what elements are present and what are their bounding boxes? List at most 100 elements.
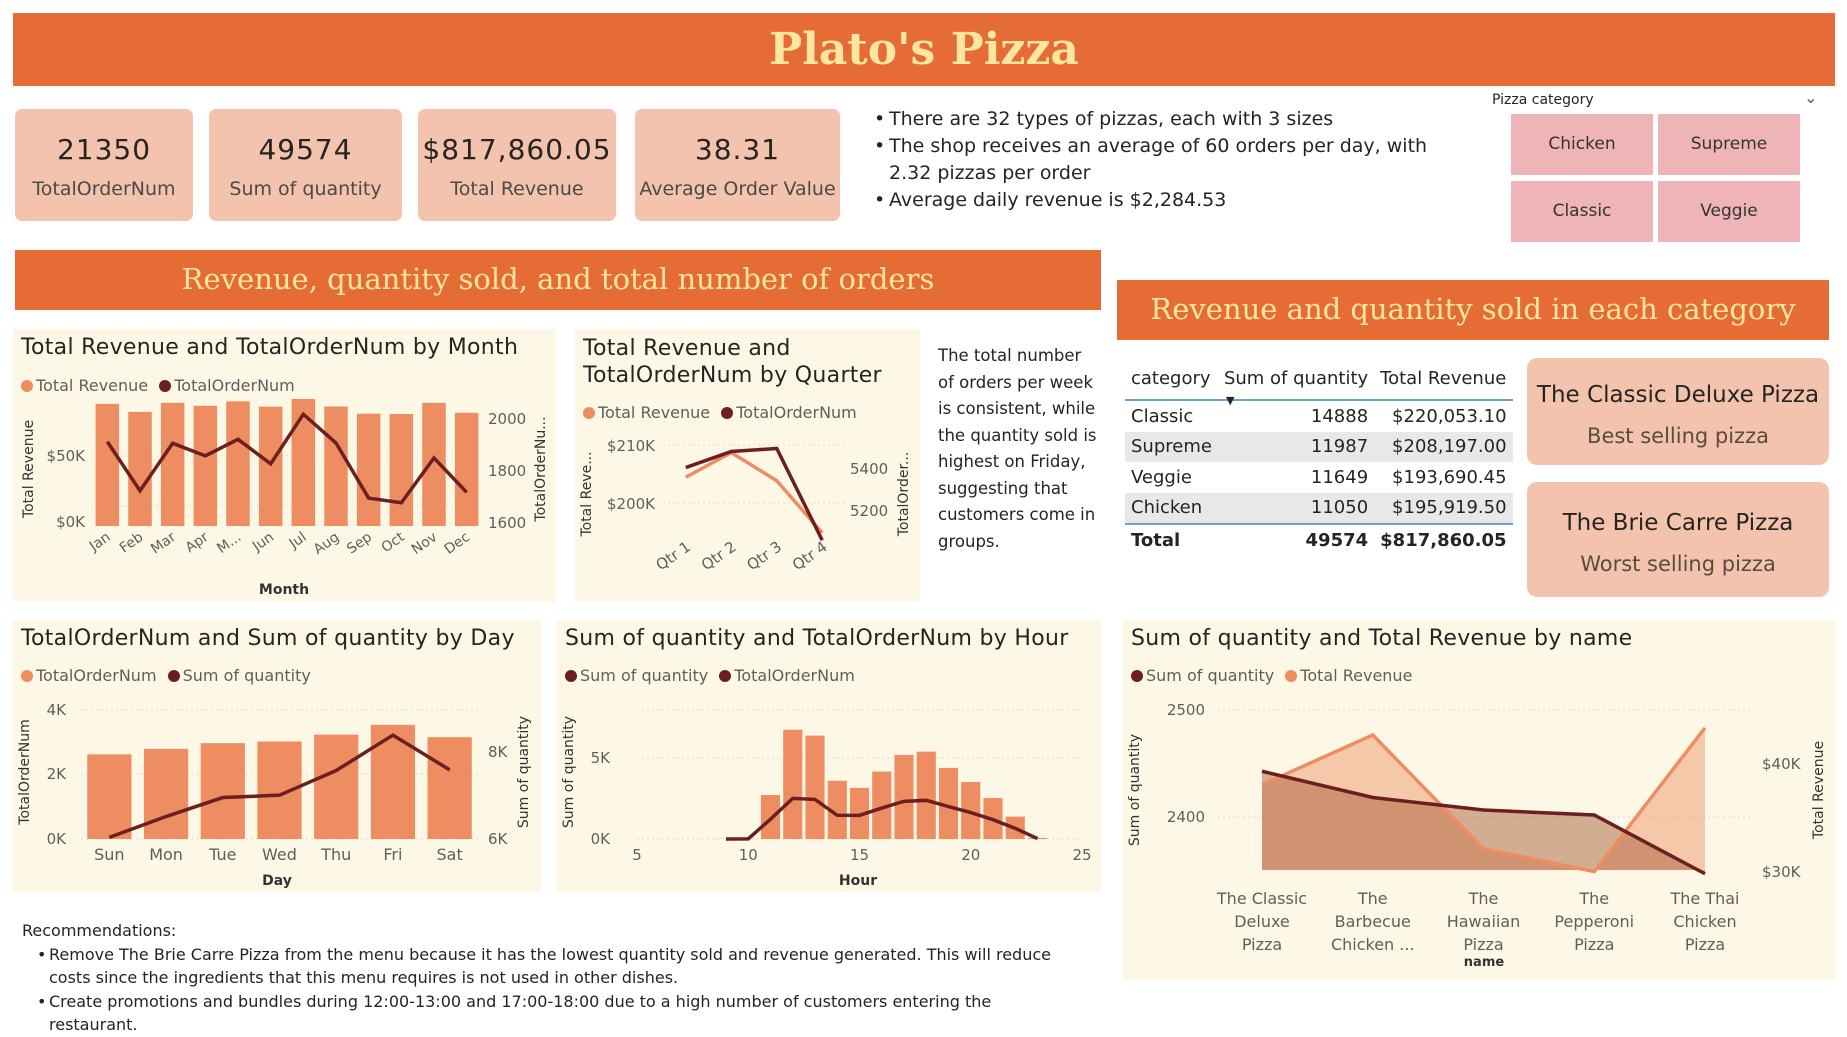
bar bbox=[324, 406, 348, 526]
table-header-label: Sum of quantity bbox=[1224, 368, 1368, 389]
kpi-value: 38.31 bbox=[635, 133, 840, 166]
table-cell: Classic bbox=[1125, 400, 1218, 432]
tick-label: M... bbox=[214, 529, 244, 557]
table-cell: 49574 bbox=[1218, 524, 1374, 556]
insight-item: There are 32 types of pizzas, each with … bbox=[872, 106, 1452, 133]
best-pizza-name: The Classic Deluxe Pizza bbox=[1527, 382, 1829, 408]
axis-label-x: Hour bbox=[839, 873, 877, 889]
bar bbox=[87, 754, 131, 839]
tick-label: Sun bbox=[94, 845, 124, 864]
tick-label: $50K bbox=[47, 447, 87, 465]
sort-desc-icon[interactable]: ▼ bbox=[1226, 394, 1234, 407]
kpi-card-aov[interactable]: 38.31 Average Order Value bbox=[635, 109, 840, 221]
table-cell: Total bbox=[1125, 524, 1218, 556]
kpi-value: $817,860.05 bbox=[418, 133, 616, 166]
section-header-right: Revenue and quantity sold in each catego… bbox=[1117, 280, 1829, 340]
bar bbox=[455, 413, 479, 526]
kpi-label: Total Revenue bbox=[418, 178, 616, 200]
recommendations: Recommendations: Remove The Brie Carre P… bbox=[22, 919, 1082, 1037]
tick-label: Qtr 2 bbox=[698, 538, 740, 575]
kpi-card-total-orders[interactable]: 21350 TotalOrderNum bbox=[15, 109, 193, 221]
weekly-note: The total number of orders per week is c… bbox=[938, 343, 1098, 555]
bar bbox=[259, 407, 283, 526]
month-chart-panel[interactable]: Total Revenue and TotalOrderNum by Month… bbox=[13, 329, 556, 602]
tick-label: Qtr 1 bbox=[652, 538, 694, 575]
tick-label: Qtr 3 bbox=[743, 538, 785, 575]
tick-label: 0K bbox=[591, 830, 612, 848]
tick-label: 2000 bbox=[488, 410, 526, 428]
tick-label: $210K bbox=[607, 437, 656, 455]
day-chart-panel[interactable]: TotalOrderNum and Sum of quantity by Day… bbox=[13, 620, 541, 892]
tick-label: Jan bbox=[86, 529, 114, 555]
table-cell: Chicken bbox=[1125, 493, 1218, 525]
axis-label-left: Sum of quantity bbox=[561, 716, 577, 828]
recommendation-item: Create promotions and bundles during 12:… bbox=[37, 990, 1082, 1037]
slicer-title: Pizza category bbox=[1492, 92, 1594, 108]
slicer-tile-supreme[interactable]: Supreme bbox=[1658, 114, 1800, 175]
slicer-tile-chicken[interactable]: Chicken bbox=[1511, 114, 1653, 175]
tick-label: Fri bbox=[383, 845, 402, 864]
slicer-tile-veggie[interactable]: Veggie bbox=[1658, 181, 1800, 242]
table-cell: $817,860.05 bbox=[1374, 524, 1512, 556]
bar bbox=[226, 401, 250, 526]
bar bbox=[917, 752, 936, 839]
axis-label-right: Sum of quantity bbox=[516, 716, 532, 828]
name-chart: Sum of quantity Total Revenue 2500 2400 … bbox=[1123, 620, 1835, 980]
recommendation-item: Remove The Brie Carre Pizza from the men… bbox=[37, 943, 1082, 990]
tick-label: 5K bbox=[591, 749, 612, 767]
bar bbox=[128, 412, 152, 526]
tick-label: Mar bbox=[148, 529, 179, 557]
kpi-card-revenue[interactable]: $817,860.05 Total Revenue bbox=[418, 109, 616, 221]
month-chart: Total Revenue TotalOrderNu... $50K $0K 2… bbox=[13, 329, 556, 602]
name-chart-panel[interactable]: Sum of quantity and Total Revenue by nam… bbox=[1123, 620, 1835, 980]
kpi-label: Average Order Value bbox=[635, 178, 840, 200]
bar bbox=[314, 735, 358, 839]
day-chart: TotalOrderNum Sum of quantity 4K 2K 0K 8… bbox=[13, 620, 541, 892]
worst-selling-card[interactable]: The Brie Carre Pizza Worst selling pizza bbox=[1527, 482, 1829, 597]
tick-label: 5 bbox=[632, 846, 642, 864]
best-pizza-label: Best selling pizza bbox=[1527, 424, 1829, 448]
slicer-tile-classic[interactable]: Classic bbox=[1511, 181, 1653, 242]
bar bbox=[194, 406, 218, 526]
table-cell: 11987 bbox=[1218, 432, 1374, 463]
tick-label: Sep bbox=[344, 529, 375, 557]
best-selling-card[interactable]: The Classic Deluxe Pizza Best selling pi… bbox=[1527, 358, 1829, 465]
kpi-label: Sum of quantity bbox=[209, 178, 402, 200]
tick-label: Aug bbox=[311, 529, 343, 558]
section-header-left: Revenue, quantity sold, and total number… bbox=[15, 250, 1101, 310]
tick-label: $40K bbox=[1762, 755, 1802, 773]
tick-label: Wed bbox=[262, 845, 297, 864]
hour-chart-panel[interactable]: Sum of quantity and TotalOrderNum by Hou… bbox=[557, 620, 1101, 892]
tick-label: 5400 bbox=[850, 460, 888, 478]
tick-label: 2500 bbox=[1167, 701, 1205, 719]
bar bbox=[144, 749, 188, 839]
tick-label: 0K bbox=[47, 830, 68, 848]
tick-label: 2K bbox=[47, 765, 68, 783]
tick-label: 4K bbox=[47, 701, 68, 719]
dashboard-title: Plato's Pizza bbox=[13, 13, 1835, 86]
quarter-chart-panel[interactable]: Total Revenue and TotalOrderNum by Quart… bbox=[575, 329, 920, 602]
bar bbox=[428, 737, 472, 839]
table-header[interactable]: Total Revenue bbox=[1374, 360, 1512, 400]
axis-label-right: TotalOrderNu... bbox=[533, 416, 549, 522]
tick-label: Nov bbox=[409, 529, 441, 558]
category-table[interactable]: category Sum of quantity▼ Total Revenue … bbox=[1125, 360, 1513, 556]
tick-label: Oct bbox=[379, 529, 408, 556]
table-header[interactable]: category bbox=[1125, 360, 1218, 400]
table-header[interactable]: Sum of quantity▼ bbox=[1218, 360, 1374, 400]
chevron-down-icon[interactable]: ⌄ bbox=[1804, 88, 1817, 107]
table-cell: $193,690.45 bbox=[1374, 462, 1512, 493]
table-cell: 14888 bbox=[1218, 400, 1374, 432]
bar bbox=[357, 414, 381, 526]
kpi-card-quantity[interactable]: 49574 Sum of quantity bbox=[209, 109, 402, 221]
table-cell: 11649 bbox=[1218, 462, 1374, 493]
axis-label-left: Sum of quantity bbox=[1127, 734, 1143, 846]
kpi-value: 21350 bbox=[15, 133, 193, 166]
